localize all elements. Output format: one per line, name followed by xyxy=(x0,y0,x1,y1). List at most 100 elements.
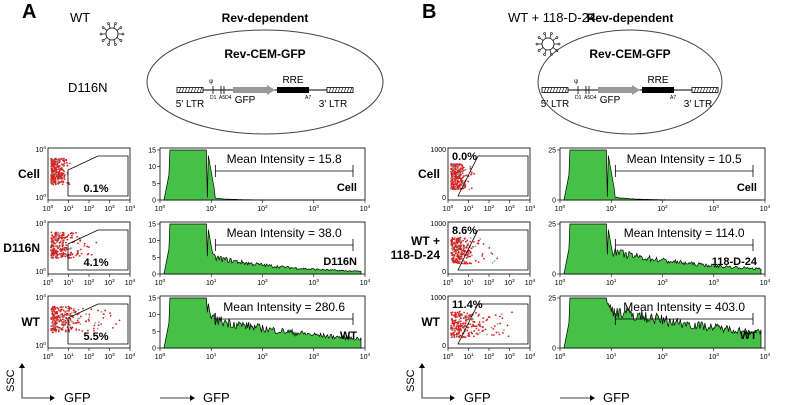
dot xyxy=(53,329,56,332)
y-tick-label: 10 xyxy=(148,312,156,319)
x-tick-label: 102 xyxy=(84,278,95,287)
dot xyxy=(458,336,461,339)
dot xyxy=(58,157,60,160)
dot xyxy=(457,163,460,166)
dot xyxy=(463,237,466,240)
x-tick-label: 104 xyxy=(760,204,771,213)
arrow-head xyxy=(590,395,595,401)
dot xyxy=(50,329,53,332)
dot xyxy=(455,162,457,165)
gate xyxy=(457,303,529,345)
dot xyxy=(457,173,460,176)
x-tick-label: 100 xyxy=(443,204,454,213)
y-axis-label: SSC xyxy=(405,369,417,392)
dot xyxy=(54,243,56,245)
ltr-hatch xyxy=(558,87,562,93)
dot xyxy=(454,321,457,324)
dot xyxy=(455,249,458,252)
y-tick-label: 10 xyxy=(148,164,156,171)
dot xyxy=(69,314,71,317)
dot xyxy=(454,312,457,314)
dot xyxy=(454,315,457,318)
x-tick-label-base: 10 xyxy=(104,354,112,361)
dot xyxy=(475,327,478,330)
virus-knob xyxy=(543,53,546,56)
dot xyxy=(76,252,79,255)
ltr-hatch xyxy=(543,87,547,93)
dot xyxy=(461,166,464,169)
dot xyxy=(57,183,60,185)
x-tick-label-base: 10 xyxy=(63,206,71,213)
x-tick-label: 102 xyxy=(484,352,495,361)
dot xyxy=(452,253,455,256)
dot xyxy=(469,255,472,258)
dot xyxy=(458,174,461,177)
dot xyxy=(62,326,65,328)
row-label: WT + xyxy=(411,234,440,248)
x-tick-label: 100 xyxy=(155,278,166,287)
x-tick-label-base: 10 xyxy=(125,280,133,287)
virus-knob xyxy=(555,49,559,52)
axis-arrow xyxy=(21,368,50,399)
cell-name: Rev-CEM-GFP xyxy=(224,47,305,61)
dot xyxy=(94,322,96,324)
dot xyxy=(454,252,457,255)
x-tick-label: 100 xyxy=(555,352,566,361)
dot xyxy=(466,312,469,315)
dot xyxy=(471,332,474,335)
dot xyxy=(450,252,453,254)
y-axis-label: SSC xyxy=(5,369,17,392)
dot xyxy=(482,243,485,245)
y-tick-label: 0 xyxy=(552,346,556,353)
ltr-hatch xyxy=(564,87,568,93)
x-tick-label-base: 10 xyxy=(708,354,716,361)
dot xyxy=(57,320,59,322)
y-tick-label: 0 xyxy=(552,272,556,279)
y-tick-label-base: 10 xyxy=(35,269,43,276)
dot xyxy=(51,256,54,259)
y-tick-label: 1000 xyxy=(430,221,446,228)
x-tick-label-base: 10 xyxy=(257,206,265,213)
dot xyxy=(56,310,59,313)
dot xyxy=(456,245,459,247)
x-tick-label-base: 10 xyxy=(84,354,92,361)
dot xyxy=(57,326,59,328)
dot xyxy=(52,318,54,321)
dot xyxy=(493,260,496,262)
dot xyxy=(463,246,466,249)
dot xyxy=(453,177,455,180)
dot xyxy=(456,166,458,168)
dot xyxy=(85,313,87,315)
virus-knob xyxy=(119,39,123,42)
dot xyxy=(53,179,56,182)
dot xyxy=(467,242,470,245)
dot xyxy=(454,182,457,185)
dot xyxy=(470,331,473,334)
x-tick-label-base: 10 xyxy=(760,206,768,213)
dot xyxy=(458,257,460,260)
y-tick-label-base: 10 xyxy=(35,147,43,154)
dot xyxy=(65,253,68,256)
dot xyxy=(459,334,462,337)
dot xyxy=(450,182,453,185)
dot xyxy=(78,329,81,331)
dot xyxy=(55,237,58,240)
x-tick-label-exp: 1 xyxy=(614,278,617,284)
hist-label: D116N xyxy=(323,256,357,268)
dot xyxy=(457,186,460,189)
dot xyxy=(461,326,464,329)
dot xyxy=(459,260,462,263)
ltr-hatch xyxy=(331,87,335,93)
histogram xyxy=(163,223,362,275)
x-tick-label: 103 xyxy=(104,352,115,361)
dot xyxy=(71,312,73,314)
virus-spike xyxy=(552,47,557,51)
dot xyxy=(73,311,76,314)
row-label: WT xyxy=(421,315,440,329)
dot xyxy=(457,184,460,187)
dot xyxy=(478,331,481,334)
dot xyxy=(53,171,56,174)
d1-label: D1 xyxy=(210,95,217,101)
dot xyxy=(75,231,77,234)
dot xyxy=(451,335,454,338)
